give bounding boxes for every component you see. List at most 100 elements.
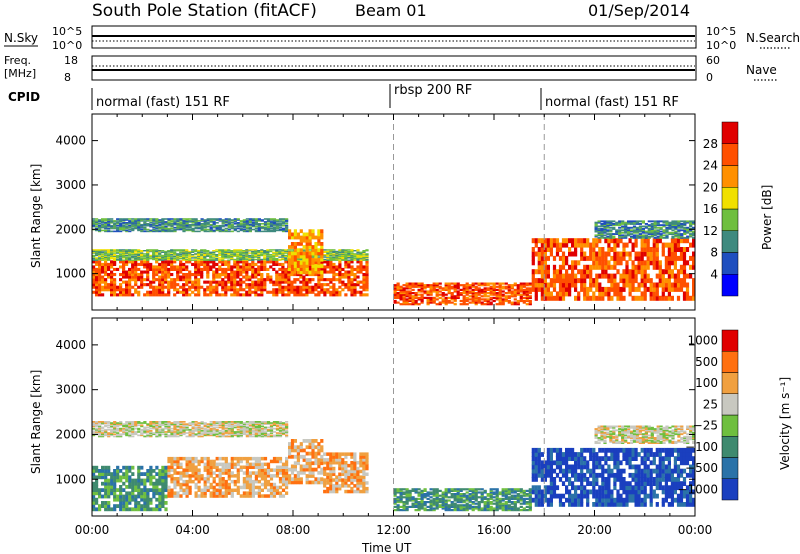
echo-cell — [646, 255, 650, 261]
echo-cell — [607, 247, 611, 252]
echo-cell — [537, 269, 541, 275]
echo-cell — [624, 230, 628, 233]
echo-cell — [350, 278, 354, 282]
echo-cell — [251, 251, 255, 253]
echo-cell — [320, 245, 324, 249]
echo-cell — [359, 280, 363, 284]
echo-cell — [577, 291, 581, 297]
echo-cell — [594, 228, 598, 230]
echo-cell — [257, 230, 261, 233]
echo-cell — [565, 260, 569, 266]
echo-cell — [692, 231, 696, 234]
echo-cell — [625, 269, 629, 275]
echo-cell — [212, 230, 216, 233]
echo-cell — [167, 229, 171, 232]
echo-cell — [670, 251, 674, 257]
echo-cell — [227, 251, 231, 253]
echo-cell — [197, 224, 201, 227]
echo-cell — [215, 288, 219, 292]
echo-cell — [92, 469, 96, 473]
echo-cell — [110, 226, 114, 229]
echo-cell — [362, 251, 366, 253]
echo-cell — [432, 288, 436, 291]
echo-cell — [209, 229, 213, 232]
echo-cell — [610, 278, 614, 284]
echo-cell — [423, 292, 427, 295]
echo-cell — [215, 225, 219, 228]
echo-cell — [465, 303, 469, 306]
echo-cell — [305, 458, 309, 462]
echo-cell — [131, 497, 135, 502]
echo-cell — [323, 249, 327, 251]
echo-cell — [673, 260, 677, 266]
echo-cell — [465, 284, 469, 287]
echo-cell — [667, 273, 671, 279]
echo-cell — [393, 292, 397, 295]
echo-cell — [218, 252, 222, 254]
echo-cell — [107, 494, 111, 499]
echo-cell — [251, 252, 255, 254]
echo-cell — [245, 262, 249, 266]
echo-cell — [682, 251, 687, 257]
echo-cell — [344, 275, 348, 279]
echo-cell — [272, 290, 276, 294]
echo-cell — [655, 260, 659, 266]
echo-cell — [164, 472, 168, 476]
echo-cell — [525, 295, 529, 298]
echo-cell — [257, 465, 261, 469]
echo-cell — [203, 260, 207, 264]
echo-cell — [221, 267, 225, 271]
echo-cell — [119, 249, 123, 251]
echo-cell — [347, 270, 351, 274]
echo-cell — [338, 255, 342, 257]
echo-cell — [137, 256, 141, 258]
echo-cell — [119, 283, 123, 287]
echo-cell — [146, 469, 150, 473]
echo-cell — [641, 231, 645, 234]
echo-cell — [453, 285, 457, 288]
echo-cell — [565, 278, 569, 284]
echo-cell — [146, 223, 150, 225]
echo-cell — [116, 252, 120, 254]
echo-cell — [284, 254, 288, 257]
echo-cell — [495, 282, 499, 285]
echo-cell — [686, 236, 690, 239]
echo-cell — [134, 260, 138, 264]
echo-cell — [263, 462, 268, 467]
echo-cell — [104, 260, 108, 264]
echo-cell — [519, 293, 523, 296]
echo-cell — [260, 474, 264, 478]
echo-cell — [284, 257, 288, 259]
echo-cell — [221, 221, 225, 223]
echo-cell — [116, 251, 120, 253]
echo-cell — [251, 494, 255, 498]
echo-cell — [656, 224, 660, 227]
echo-cell — [104, 252, 108, 254]
echo-cell — [272, 226, 277, 229]
echo-cell — [616, 255, 620, 261]
echo-cell — [122, 257, 126, 259]
echo-cell — [317, 273, 321, 277]
echo-cell — [290, 288, 294, 292]
echo-cell — [113, 259, 117, 261]
echo-cell — [272, 219, 277, 221]
echo-cell — [236, 258, 240, 260]
echo-cell — [92, 270, 96, 274]
echo-cell — [92, 497, 96, 502]
echo-cell — [245, 491, 249, 495]
echo-cell — [317, 290, 321, 294]
echo-cell — [203, 494, 207, 498]
echo-cell — [311, 245, 315, 249]
echo-cell — [245, 253, 249, 255]
echo-cell — [266, 290, 270, 294]
echo-cell — [158, 259, 162, 261]
echo-cell — [558, 291, 563, 297]
echo-cell — [486, 298, 490, 301]
echo-cell — [251, 471, 255, 475]
echo-cell — [185, 229, 189, 232]
echo-cell — [191, 230, 195, 233]
echo-cell — [248, 218, 252, 220]
echo-cell — [260, 227, 264, 230]
echo-cell — [101, 475, 105, 480]
echo-cell — [603, 231, 607, 234]
